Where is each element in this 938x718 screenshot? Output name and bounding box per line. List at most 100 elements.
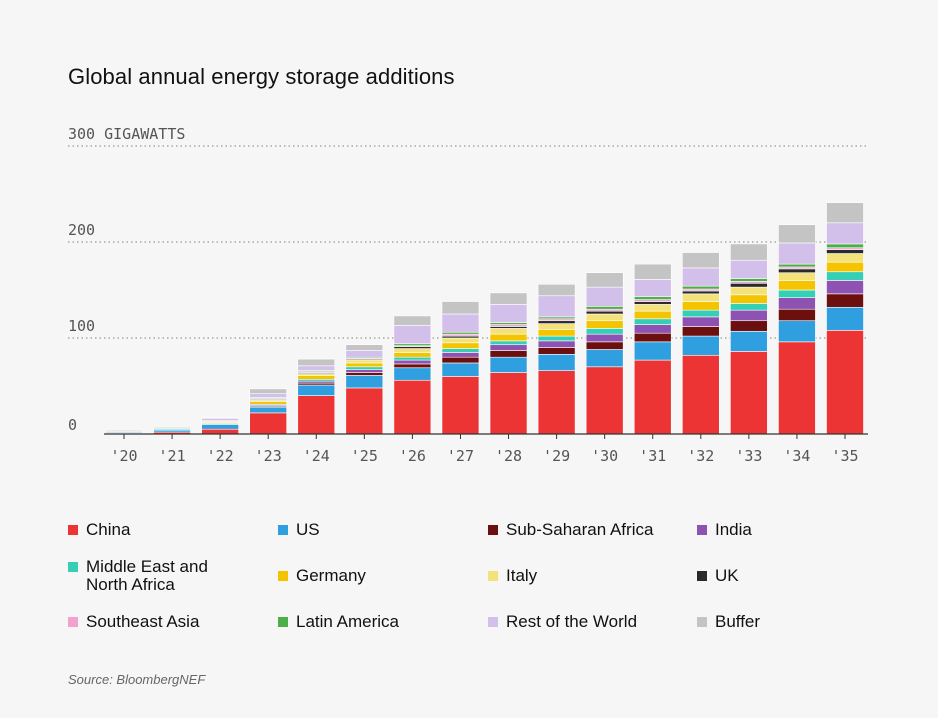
bar-stack (393, 315, 432, 435)
bar-segment (249, 412, 287, 435)
bar-segment (441, 352, 480, 358)
bar-stack (249, 388, 287, 435)
bar-segment (633, 304, 672, 312)
bar-groups (105, 202, 864, 435)
legend-label: Rest of the World (506, 612, 638, 631)
bar-segment (778, 320, 816, 343)
x-tick-label: '24 (303, 447, 330, 465)
bar-segment (393, 348, 432, 353)
legend-item: Germany (278, 567, 366, 585)
x-tick-label: '27 (447, 447, 474, 465)
legend-label: Middle East and North Africa (86, 557, 208, 594)
chart-title: Global annual energy storage additions (68, 64, 455, 89)
bar-segment (489, 344, 528, 351)
bar-segment (201, 424, 239, 430)
bar-segment (826, 330, 864, 435)
legend-label: Latin America (296, 612, 399, 631)
bar-segment (730, 330, 768, 352)
x-tick-label: '23 (255, 447, 282, 465)
bar-segment (537, 335, 576, 342)
legend-label: Buffer (715, 612, 761, 631)
bar-segment (826, 253, 864, 263)
x-tick-label: '31 (639, 447, 666, 465)
legend-swatch (68, 562, 78, 572)
bar-segment (633, 279, 672, 298)
legend-swatch (488, 617, 498, 627)
bar-segment (249, 401, 287, 405)
bar-segment (730, 278, 768, 282)
bar-segment (778, 308, 816, 322)
bar-stack (681, 252, 720, 435)
legend-label: Sub-Saharan Africa (506, 520, 654, 539)
legend-swatch (488, 525, 498, 535)
x-tick-label: '29 (543, 447, 570, 465)
x-tick-label: '28 (495, 447, 522, 465)
bar-segment (537, 370, 576, 435)
legend-swatch (68, 617, 78, 627)
bar-segment (633, 324, 672, 334)
x-tick-label: '32 (687, 447, 714, 465)
bar-segment (489, 328, 528, 335)
legend-item: Sub-Saharan Africa (488, 521, 653, 539)
x-axis: '20 '21 '22 '23 '24 '25 '26 '27 '28 '29 '30 '31 '32 '… (104, 433, 868, 465)
x-tick-label: '30 (591, 447, 618, 465)
legend-swatch (697, 525, 707, 535)
x-tick-label: '20 (110, 447, 137, 465)
bar-segment (537, 329, 576, 337)
bar-segment (730, 309, 768, 322)
bar-segment (681, 267, 720, 287)
bar-segment (297, 395, 336, 435)
bar-segment (681, 252, 720, 269)
y-tick-label: 100 (68, 317, 95, 335)
bar-segment (441, 348, 480, 353)
bar-segment (633, 332, 672, 343)
bar-segment (297, 384, 336, 396)
bar-segment (826, 280, 864, 295)
bar-segment (441, 362, 480, 377)
legend-swatch (278, 525, 288, 535)
bar-segment (537, 347, 576, 355)
bar-segment (730, 282, 768, 288)
bar-segment (681, 290, 720, 295)
bar-segment (730, 259, 768, 279)
bar-segment (393, 315, 432, 326)
bar-segment (826, 249, 864, 254)
bar-segment (681, 293, 720, 302)
bar-segment (489, 333, 528, 342)
bar-segment (730, 351, 768, 435)
bar-segment (681, 285, 720, 290)
bar-segment (826, 222, 864, 245)
bar-segment (249, 393, 287, 398)
bar-segment (345, 372, 384, 376)
bar-segment (633, 310, 672, 320)
bar-segment (393, 359, 432, 365)
legend-label: China (86, 520, 131, 539)
legend-item: Buffer (697, 613, 760, 631)
bar-segment (201, 428, 239, 435)
x-tick-label: '26 (399, 447, 426, 465)
legend-swatch (278, 617, 288, 627)
x-tick-label: '33 (735, 447, 762, 465)
bar-segment (585, 328, 624, 335)
bar-segment (585, 333, 624, 343)
bar-segment (778, 289, 816, 298)
bar-stack (441, 301, 480, 435)
bar-segment (585, 310, 624, 315)
bar-segment (537, 283, 576, 297)
x-tick-label: '21 (159, 447, 186, 465)
y-tick-label: 300 GIGAWATTS (68, 125, 185, 143)
bar-segment (633, 359, 672, 435)
bar-segment (345, 366, 384, 370)
bar-segment (297, 365, 336, 371)
bar-segment (249, 388, 287, 394)
bar-stack (585, 272, 624, 435)
bar-segment (681, 301, 720, 311)
bar-segment (489, 292, 528, 305)
legend-item: UK (697, 567, 739, 585)
legend-item: Italy (488, 567, 537, 585)
bar-segment (441, 313, 480, 333)
legend-swatch (488, 571, 498, 581)
bar-segment (441, 376, 480, 435)
bar-segment (730, 243, 768, 261)
